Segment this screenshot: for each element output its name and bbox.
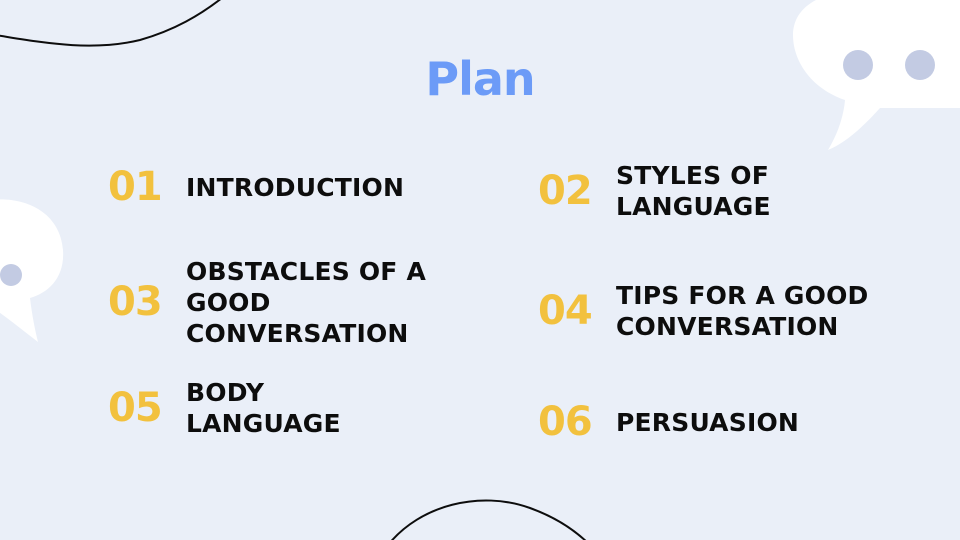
item-label: PERSUASION [616,407,800,437]
bubble-dot [905,50,935,80]
item-label: INTRODUCTION [186,172,405,202]
item-number: 06 [538,399,593,445]
item-number: 05 [108,385,163,431]
agenda-item: 04 TIPS FOR A GOOD CONVERSATION [538,280,918,342]
speech-bubble-icon [0,199,64,342]
item-label: STYLES OF LANGUAGE [616,161,771,221]
item-label: OBSTACLES OF A GOOD CONVERSATION [186,256,427,348]
bubble-dot [843,50,873,80]
agenda-item: 01 INTRODUCTION [108,164,468,210]
agenda-item: 05 BODY LANGUAGE [108,377,468,439]
item-number: 03 [108,279,163,325]
bubble-dot [0,264,22,286]
item-number: 04 [538,288,593,334]
speech-bubble-icon [793,0,960,150]
bottom-arc-line [391,499,587,540]
item-label: BODY LANGUAGE [186,378,341,438]
item-number: 01 [108,164,163,210]
item-label: TIPS FOR A GOOD CONVERSATION [616,281,869,341]
item-number: 02 [538,168,593,214]
agenda-item: 02 STYLES OF LANGUAGE [538,160,918,222]
agenda-item: 03 OBSTACLES OF A GOOD CONVERSATION [108,254,468,350]
slide-title: Plan [425,52,535,106]
top-left-curve-line [0,0,222,47]
agenda-item: 06 PERSUASION [538,399,918,445]
